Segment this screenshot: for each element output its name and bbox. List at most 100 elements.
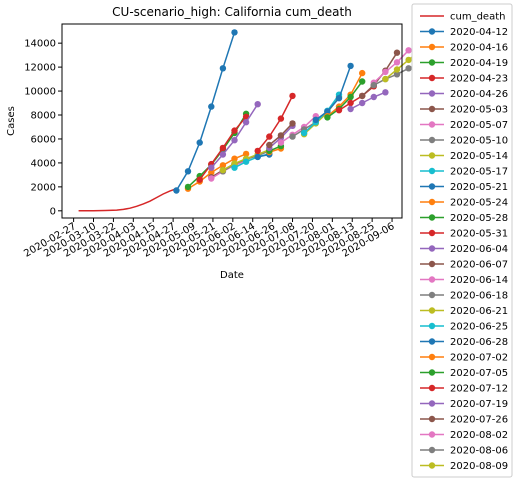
legend-marker	[428, 415, 436, 423]
data-point	[312, 116, 319, 124]
data-point	[347, 93, 354, 101]
legend-marker	[428, 400, 436, 407]
data-point	[335, 95, 343, 102]
series-line	[326, 72, 363, 117]
legend-entry-label: 2020-06-18	[450, 291, 508, 302]
data-point	[184, 168, 192, 175]
data-point	[382, 75, 389, 83]
data-point	[231, 137, 238, 144]
legend-entry-label: 2020-05-14	[450, 151, 508, 162]
legend-entry-label: 2020-04-16	[450, 43, 508, 54]
legend-marker	[428, 384, 436, 392]
legend-marker	[428, 28, 436, 35]
legend-marker	[428, 90, 436, 97]
data-point	[277, 132, 285, 139]
data-point	[208, 175, 215, 182]
legend: cum_death 2020-04-12 2020-04-16 2020-04-19 2…	[411, 3, 513, 478]
y-tick-label: 12000	[24, 63, 56, 74]
legend-entry-label: 2020-06-14	[450, 275, 508, 286]
data-point	[393, 71, 401, 78]
data-point	[324, 114, 331, 121]
legend-entry-label: 2020-08-06	[450, 446, 508, 457]
data-point	[231, 127, 238, 134]
legend-marker	[428, 214, 436, 221]
data-point	[266, 133, 273, 140]
data-point	[173, 187, 180, 194]
legend-marker	[428, 74, 436, 82]
data-point	[347, 99, 354, 107]
data-point	[208, 169, 215, 176]
legend-entry-label: 2020-04-12	[450, 27, 508, 38]
legend-marker	[428, 152, 436, 159]
data-point	[208, 164, 215, 171]
legend-marker	[428, 43, 436, 51]
series-line	[326, 81, 363, 119]
data-point	[347, 105, 354, 113]
data-point	[382, 89, 389, 96]
data-point	[359, 92, 366, 100]
legend-marker	[428, 245, 436, 252]
data-point	[254, 147, 261, 155]
legend-entry-label: 2020-08-09	[450, 461, 508, 472]
legend-entry-label: 2020-07-19	[450, 399, 508, 410]
legend-entry-label: 2020-04-19	[450, 58, 508, 69]
legend-entry-label: 2020-05-17	[450, 167, 508, 178]
data-point	[219, 144, 227, 152]
series-line	[280, 115, 317, 144]
legend-entry-label: 2020-06-25	[450, 322, 508, 333]
data-point	[219, 162, 227, 169]
data-point	[254, 153, 261, 161]
legend-entry-label: 2020-05-10	[450, 136, 508, 147]
legend-entry-label: 2020-05-07	[450, 120, 508, 131]
data-point	[382, 68, 389, 76]
legend-marker	[428, 291, 436, 299]
legend-entry-label: 2020-07-02	[450, 353, 508, 364]
legend-marker	[428, 276, 436, 283]
legend-marker	[428, 322, 436, 330]
legend-marker	[428, 105, 436, 113]
y-tick-label: 4000	[31, 158, 56, 169]
data-point	[242, 150, 250, 158]
data-point	[219, 151, 227, 158]
y-tick-label: 10000	[24, 87, 56, 98]
series-line	[303, 94, 340, 134]
data-point	[242, 119, 250, 126]
series-line	[350, 91, 386, 110]
legend-entry-label: 2020-04-26	[450, 89, 508, 100]
data-point	[359, 69, 366, 77]
legend-marker	[428, 431, 436, 438]
data-point	[393, 59, 401, 66]
legend-marker	[428, 338, 436, 345]
series-line	[373, 49, 410, 84]
data-point	[219, 65, 227, 72]
legend-marker	[428, 307, 436, 314]
legend-entry-label: 2020-05-24	[450, 198, 508, 209]
data-point	[184, 183, 192, 191]
legend-entry-label: 2020-04-23	[450, 74, 508, 85]
legend-marker	[428, 167, 436, 175]
y-tick-label: 0	[50, 206, 56, 217]
series-line	[315, 65, 352, 121]
data-point	[300, 129, 308, 137]
data-point	[370, 81, 377, 89]
plot-frame	[61, 23, 403, 219]
data-point	[370, 93, 377, 101]
legend-marker	[428, 183, 436, 190]
data-point	[208, 103, 215, 110]
data-point	[231, 164, 238, 171]
legend-marker	[428, 59, 436, 66]
legend-entry-label: 2020-05-03	[450, 105, 508, 116]
data-point	[405, 56, 412, 64]
plot-area	[78, 29, 424, 212]
x-axis-label: Date	[220, 270, 244, 281]
legend-entry-label: cum_death	[450, 12, 505, 23]
legend-entry-label: 2020-07-05	[450, 368, 508, 379]
series-line-cum-death	[78, 187, 177, 212]
legend-entry-label: 2020-05-21	[450, 182, 508, 193]
legend-entry-label: 2020-05-31	[450, 229, 508, 240]
legend-marker	[428, 229, 436, 237]
legend-marker	[428, 121, 436, 128]
legend-marker	[428, 369, 436, 376]
y-tick-label: 14000	[24, 39, 56, 50]
y-axis-label: Cases	[6, 106, 17, 136]
